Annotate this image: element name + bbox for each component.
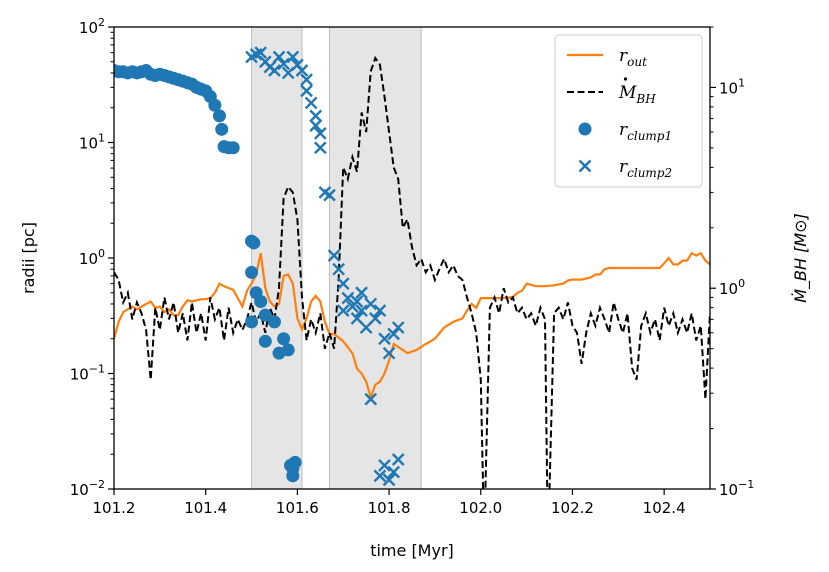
clump2-point [373,304,387,318]
clump2-point [364,392,378,406]
clump1-point [226,141,240,155]
clump2-point [300,73,313,87]
clump2-point [373,469,387,483]
clump2-point [313,127,327,140]
clump2-point [304,96,318,110]
clump2-point [332,262,345,276]
clump2-point [387,465,401,479]
clump1-point [286,469,300,483]
left-y-axis: 10−2 10−1 100 101 102 [70,16,114,499]
legend-label: rclump2 [619,157,672,180]
clump2-point [295,64,309,77]
clump2-point [272,50,286,64]
series-layer [114,46,710,489]
clump2-point [254,46,268,59]
legend-swatch-circle [578,122,592,136]
clump1-point [258,308,272,322]
x-tick-label: 102.0 [459,499,502,517]
y-right-tick-label: 10−1 [719,478,754,499]
clump2-point [382,346,396,360]
clump2-point [378,459,391,472]
clump1-point [258,334,272,348]
clump2-point [268,64,281,77]
y-right-tick-label: 101 [719,76,745,97]
clump2-point [378,332,391,346]
y-tick-label: 10−2 [70,478,105,499]
clump2-point [341,291,355,305]
y-tick-label: 10−1 [70,363,105,384]
x-axis-label: time [Myr] [370,541,454,560]
clump1-point [212,109,226,123]
clump1-point [208,98,222,112]
x-tick-label: 101.2 [93,499,136,517]
clump1-point [277,332,291,346]
shaded-regions [251,26,422,490]
y-right-tick-label: 100 [719,277,745,298]
clump2-point [309,119,323,132]
clump1-point [215,122,229,136]
clump2-point [350,295,364,308]
series-mdot-BH [114,55,710,489]
clump1-point [254,295,268,309]
clump2-point [391,453,405,466]
x-tick-label: 102.4 [643,499,686,517]
legend-dot-accent [623,77,628,81]
clump2-point [327,249,341,262]
clump2-point [286,50,300,64]
legend: rout MBH rclump1 rclump2 [554,34,703,188]
y-tick-label: 101 [79,132,105,153]
clump2-point [313,141,327,155]
clump2-point [277,57,290,71]
clump2-point [368,312,382,325]
y-tick-label: 100 [79,247,105,268]
clump2-point [355,286,368,300]
clump1-point [245,315,259,329]
x-tick-label: 101.8 [368,499,411,517]
clump2-point [382,473,396,487]
clump2-point [387,327,401,341]
clump2-point [309,109,323,123]
y-tick-label: 102 [79,16,105,37]
clump1-point [245,265,259,279]
legend-label: MBH [618,83,656,106]
clump2-point [323,188,336,202]
clump2-point [391,321,405,334]
legend-label: rout [619,46,647,69]
x-tick-label: 101.6 [276,499,319,517]
clump1-point [288,455,302,469]
x-axis: 101.2 101.4 101.6 101.8 102.0 102.2 102.4 [93,489,686,517]
right-y-axis: 10−1 100 101 [710,26,754,499]
clump1-point [247,236,261,250]
legend-swatch-x [578,159,592,173]
x-tick-label: 101.4 [184,499,227,517]
clump2-point [336,277,350,290]
y-axis-label: radii [pc] [19,222,38,294]
legend-label: rclump1 [619,120,672,143]
x-tick-label: 102.2 [551,499,594,517]
y-axis-label-right: Ṁ_BH [M⊙] [791,213,811,303]
clump1-point [272,346,286,360]
clump1-point [267,315,281,329]
clump2-point [336,304,350,318]
clump2-point [355,304,368,318]
clump2-point [300,84,313,98]
shaded-region [328,26,422,490]
legend-box [554,34,703,188]
clump2-point [364,297,378,311]
